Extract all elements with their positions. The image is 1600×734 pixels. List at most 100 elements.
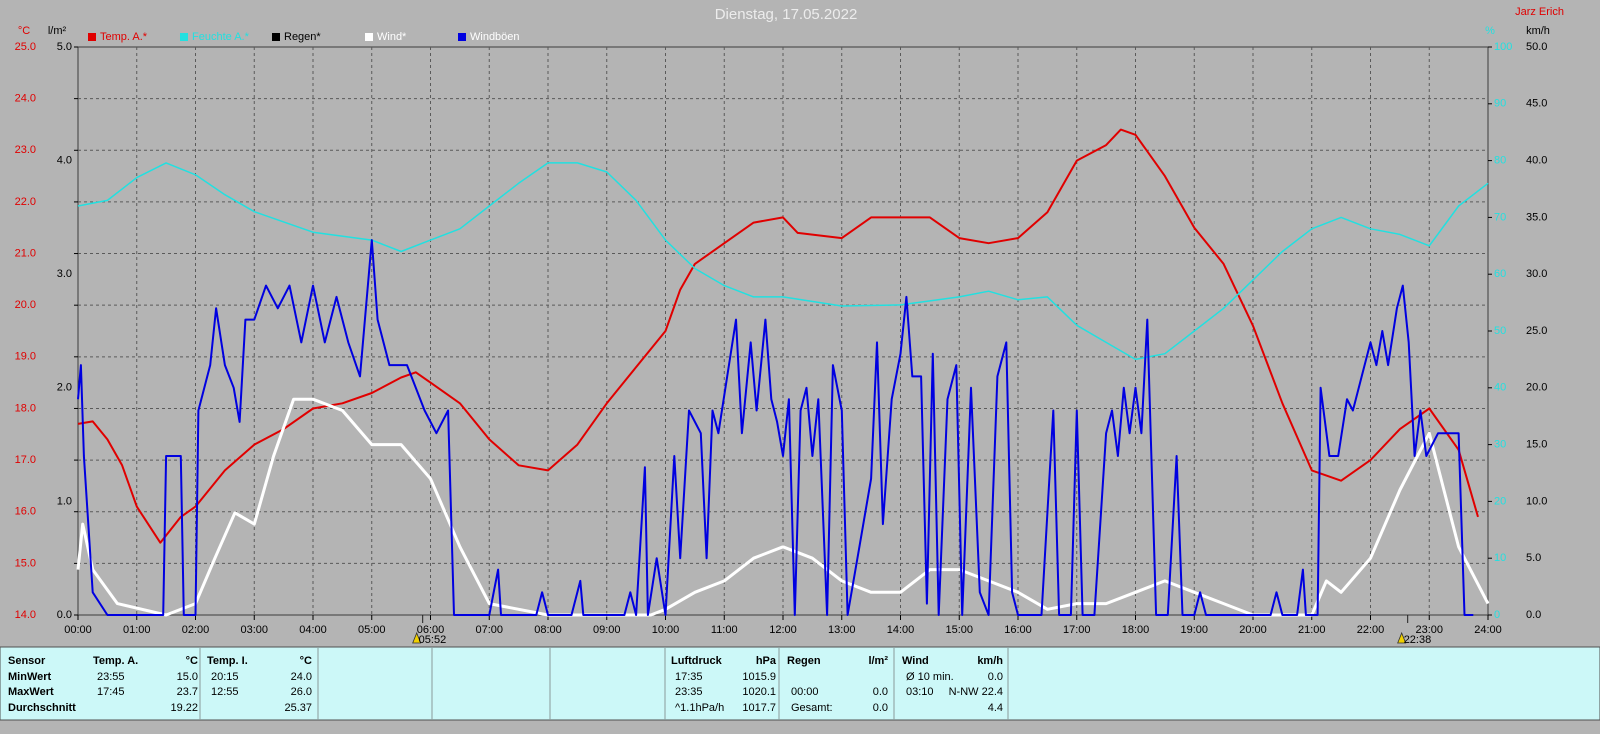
y-tick-label: 21.0: [15, 247, 36, 259]
table-cell: 1017.7: [742, 702, 776, 714]
table-cell: 23:55: [97, 671, 125, 683]
author: Jarz Erich: [1515, 6, 1564, 18]
row-label: MaxWert: [8, 686, 54, 698]
legend-label: Windböen: [470, 31, 520, 43]
x-tick-label: 09:00: [593, 624, 621, 636]
table-cell: 24.0: [291, 671, 312, 683]
x-tick-label: 20:00: [1239, 624, 1267, 636]
x-tick-label: 13:00: [828, 624, 856, 636]
x-tick-label: 22:00: [1357, 624, 1385, 636]
y-tick-label: 18.0: [15, 402, 36, 414]
x-tick-label: 12:00: [769, 624, 797, 636]
axis-unit: %: [1485, 25, 1495, 37]
x-tick-label: 01:00: [123, 624, 151, 636]
y-tick-label: 10.0: [1526, 495, 1547, 507]
sun-icon: [412, 631, 422, 644]
x-tick-label: 17:00: [1063, 624, 1091, 636]
annotation-label: 05:52: [419, 634, 447, 646]
x-tick-label: 11:00: [711, 624, 738, 636]
table-header: Regen: [787, 655, 821, 667]
x-tick-label: 16:00: [1004, 624, 1032, 636]
y-tick-label: 20.0: [1526, 382, 1547, 394]
y-tick-label: 22.0: [15, 196, 36, 208]
table-header: Temp. A.: [93, 655, 138, 667]
legend-swatch: [180, 33, 188, 41]
legend-label: Regen*: [284, 31, 321, 43]
table-cell: 17:45: [97, 686, 125, 698]
table-cell: 23:35: [675, 686, 703, 698]
y-tick-label: 80: [1494, 155, 1506, 167]
table-unit: km/h: [977, 655, 1003, 667]
y-tick-label: 0: [1494, 609, 1500, 621]
table-cell: 0.0: [873, 702, 888, 714]
x-tick-label: 00:00: [64, 624, 92, 636]
y-tick-label: 70: [1494, 211, 1506, 223]
legend-swatch: [88, 33, 96, 41]
table-cell: 20:15: [211, 671, 239, 683]
x-tick-label: 10:00: [652, 624, 680, 636]
x-tick-label: 15:00: [945, 624, 973, 636]
y-tick-label: 3.0: [57, 268, 72, 280]
x-tick-label: 02:00: [182, 624, 210, 636]
legend-swatch: [365, 33, 373, 41]
table-cell: 19.22: [170, 702, 198, 714]
y-tick-label: 2.0: [57, 382, 72, 394]
y-tick-label: 20.0: [15, 299, 36, 311]
table-cell: 00:00: [791, 686, 819, 698]
x-tick-label: 03:00: [240, 624, 268, 636]
chart-title: Dienstag, 17.05.2022: [715, 6, 858, 23]
table-cell: 1015.9: [742, 671, 776, 683]
table-cell: 26.0: [291, 686, 312, 698]
y-tick-label: 25.0: [15, 41, 36, 53]
stats-panel: [0, 646, 1600, 721]
y-tick-label: 40.0: [1526, 155, 1547, 167]
y-tick-label: 35.0: [1526, 211, 1547, 223]
row-label: Durchschnitt: [8, 702, 76, 714]
table-header: Temp. I.: [207, 655, 248, 667]
y-tick-label: 30.0: [1526, 268, 1547, 280]
x-tick-label: 06:00: [417, 624, 445, 636]
y-tick-label: 0.0: [1526, 609, 1541, 621]
y-tick-label: 16.0: [15, 506, 36, 518]
y-tick-label: 0.0: [57, 609, 72, 621]
table-header: Wind: [902, 655, 929, 667]
table-cell: 0.0: [873, 686, 888, 698]
y-tick-label: 50.0: [1526, 41, 1547, 53]
series-line: [77, 162, 1489, 361]
table-cell: 12:55: [211, 686, 239, 698]
y-tick-label: 4.0: [57, 155, 72, 167]
table-unit: °C: [186, 655, 198, 667]
y-tick-label: 60: [1494, 268, 1506, 280]
sun-icon: [1397, 631, 1407, 644]
axis-unit: km/h: [1526, 25, 1550, 37]
y-tick-label: 100: [1494, 41, 1512, 53]
legend-label: Wind*: [377, 31, 407, 43]
y-tick-label: 20: [1494, 495, 1506, 507]
table-cell: 0.0: [988, 671, 1003, 683]
y-tick-label: 1.0: [57, 495, 72, 507]
x-tick-label: 23:00: [1415, 624, 1443, 636]
x-tick-label: 24:00: [1474, 624, 1502, 636]
row-label: MinWert: [8, 671, 52, 683]
annotation-label: 22:38: [1404, 634, 1432, 646]
x-tick-label: 18:00: [1122, 624, 1150, 636]
y-tick-label: 90: [1494, 98, 1506, 110]
y-tick-label: 25.0: [1526, 325, 1547, 337]
y-tick-label: 40: [1494, 382, 1506, 394]
legend-label: Feuchte A.*: [192, 31, 250, 43]
table-cell: 1020.1: [742, 686, 776, 698]
legend-label: Temp. A.*: [100, 31, 148, 43]
y-tick-label: 23.0: [15, 144, 36, 156]
y-tick-label: 17.0: [15, 454, 36, 466]
y-tick-label: 15.0: [15, 557, 36, 569]
table-cell: 03:10: [906, 686, 934, 698]
table-cell: 15.0: [177, 671, 198, 683]
axis-unit: l/m²: [48, 25, 67, 37]
x-tick-label: 07:00: [475, 624, 503, 636]
x-tick-label: 04:00: [299, 624, 327, 636]
y-tick-label: 24.0: [15, 93, 36, 105]
table-header: Luftdruck: [671, 655, 723, 667]
table-unit: hPa: [756, 655, 777, 667]
